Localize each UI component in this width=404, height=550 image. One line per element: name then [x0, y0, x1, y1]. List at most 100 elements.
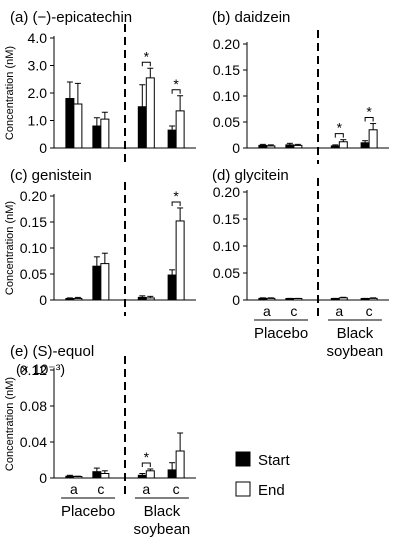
y-tick-label: 0.05 — [213, 265, 240, 281]
y-axis-label: Concentration (nM) — [4, 201, 16, 295]
significance-bracket — [171, 201, 181, 206]
bar-start — [65, 98, 75, 149]
legend-swatch-end — [235, 481, 251, 497]
significance-mark: * — [337, 120, 343, 136]
chart-c: (c) genistein 0 0.05 0.10 0.15 0.20 Concentrat… — [4, 167, 196, 316]
y-tick-label: 0.15 — [213, 211, 240, 227]
y-tick-label: 2.0 — [28, 85, 48, 101]
y-tick-label: 0.12 — [20, 362, 47, 378]
y-tick-label: 0 — [39, 292, 47, 308]
bar-end — [175, 110, 185, 149]
significance-mark: * — [173, 76, 179, 92]
bar-end — [266, 297, 276, 301]
y-tick-label: 0.20 — [213, 36, 240, 52]
chart-a: (a) (−)-epicatechin 0 1.0 2.0 3.0 4.0 Concentr… — [4, 9, 196, 164]
bar-start — [137, 106, 147, 149]
bar-end — [368, 297, 378, 301]
significance-bracket — [334, 133, 344, 138]
bar-end — [293, 144, 303, 149]
group-label-soybean: soybean — [134, 521, 191, 538]
y-tick-label: 0.20 — [20, 188, 47, 204]
y-tick-label: 0.20 — [213, 184, 240, 200]
y-tick-label: 0 — [39, 140, 47, 156]
significance-mark: * — [144, 449, 150, 465]
bar-end — [145, 77, 155, 149]
significance-bracket — [141, 61, 151, 67]
bar-end — [100, 263, 110, 301]
bar-start — [167, 129, 177, 149]
y-tick-label: 0 — [232, 140, 240, 156]
chart-title: (c) genistein — [10, 167, 92, 184]
sub-label-c: c — [173, 481, 180, 497]
chart-title: (a) (−)-epicatechin — [10, 9, 132, 26]
bar-start — [92, 265, 102, 301]
significance-bracket — [141, 462, 151, 467]
y-tick-label: 0.05 — [20, 266, 47, 282]
group-label-black: Black — [144, 503, 181, 520]
y-tick-label: 0.10 — [213, 238, 240, 254]
bar-end — [175, 220, 185, 301]
bar-end — [368, 129, 378, 149]
bar-start — [258, 144, 268, 149]
group-label-placebo: Placebo — [61, 503, 115, 520]
bar-end — [175, 450, 185, 479]
bar-start — [92, 125, 102, 149]
chart-title: (b) daidzein — [212, 9, 290, 26]
bar-start — [65, 475, 75, 479]
y-tick-label: 0.15 — [213, 62, 240, 78]
sub-label-a: a — [70, 481, 78, 497]
bar-start — [360, 142, 370, 149]
group-label-soybean: soybean — [327, 343, 384, 360]
sub-label-a: a — [142, 481, 150, 497]
significance-bracket — [364, 117, 374, 122]
group-label-black: Black — [337, 325, 374, 342]
y-tick-label: 3.0 — [28, 58, 48, 74]
sub-label-a: a — [263, 303, 271, 319]
bar-end — [73, 297, 83, 301]
bar-start — [137, 474, 147, 479]
bar-start — [92, 471, 102, 479]
bar-end — [145, 297, 155, 301]
y-tick-label: 0.15 — [20, 214, 47, 230]
y-tick-label: 0.10 — [213, 88, 240, 104]
significance-bracket — [171, 89, 181, 94]
bar-start — [167, 274, 177, 301]
chart-title: (e) (S)-equol — [10, 343, 94, 360]
y-axis-label: Concentration (nM) — [4, 377, 16, 471]
significance-mark: * — [173, 188, 179, 204]
bar-end — [73, 103, 83, 149]
sub-label-c: c — [97, 481, 104, 497]
sub-label-c: c — [366, 303, 373, 319]
y-tick-label: 0.04 — [20, 434, 47, 450]
bar-start — [258, 297, 268, 301]
y-tick-label: 0.08 — [20, 398, 47, 414]
legend-label-start: Start — [258, 452, 291, 469]
chart-title: (d) glycitein — [212, 167, 289, 184]
scale-note: (× 10⁻³) — [16, 361, 65, 377]
legend-swatch-start — [235, 451, 251, 467]
chart-d: (d) glycitein 0 0.05 0.10 0.15 0.20 — [212, 167, 389, 316]
y-tick-label: 1.0 — [28, 113, 48, 129]
chart-b: (b) daidzein 0 0.05 0.10 0.15 0.20 * * — [212, 9, 389, 164]
group-label-placebo: Placebo — [254, 325, 308, 342]
bar-end — [266, 145, 276, 149]
y-tick-label: 0 — [39, 470, 47, 486]
bar-start — [285, 144, 295, 149]
bar-end — [145, 470, 155, 479]
bar-start — [137, 296, 147, 301]
y-tick-label: 0.05 — [213, 114, 240, 130]
legend-label-end: End — [258, 482, 285, 499]
y-axis-label: Concentration (nM) — [4, 46, 16, 140]
sub-label-c: c — [290, 303, 297, 319]
legend: Start End — [235, 451, 291, 499]
bar-start — [330, 145, 340, 149]
y-tick-label: 0.10 — [20, 240, 47, 256]
sub-label-a: a — [335, 303, 343, 319]
y-tick-label: 4.0 — [28, 30, 48, 46]
bar-start — [167, 469, 177, 479]
bar-end — [338, 141, 348, 149]
significance-mark: * — [366, 104, 372, 120]
